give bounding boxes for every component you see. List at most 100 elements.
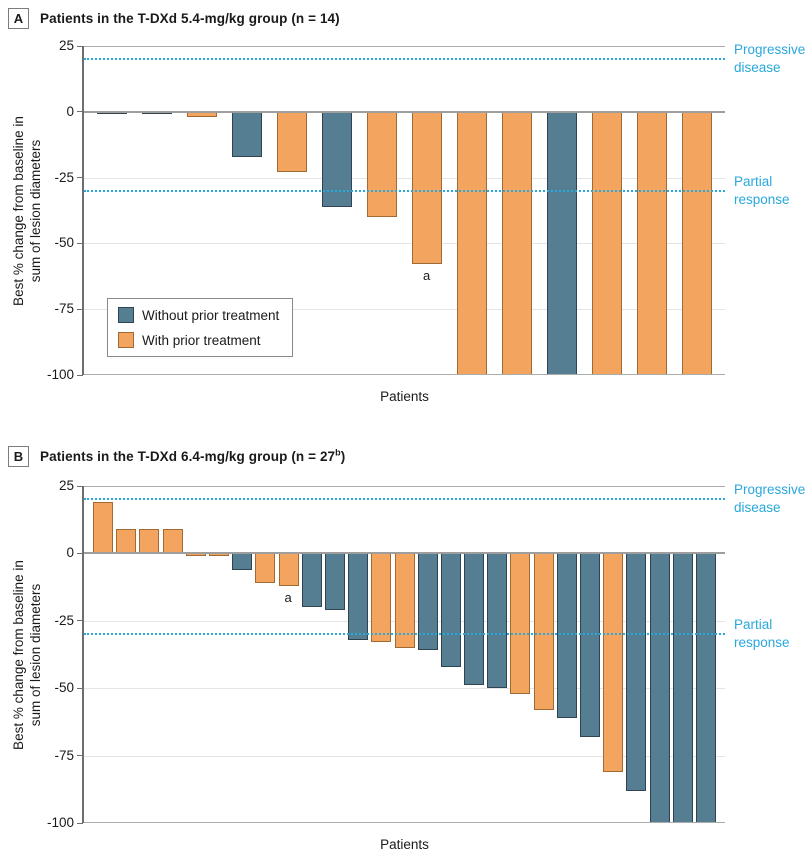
patient-bar [93,502,113,554]
panel-a-title-text: Patients in the T-DXd 5.4-mg/kg group (n… [40,11,336,26]
reference-line-label-line: disease [734,500,781,516]
reference-line-label-line: Progressive [734,42,806,58]
x-axis-label: Patients [380,389,429,404]
patient-bar [637,111,667,375]
y-tick-label: -50 [54,235,74,251]
patient-bar [324,553,345,610]
patient-bar [672,553,693,823]
patient-bar [440,553,461,667]
annotation-marker: a [423,268,431,284]
plot-area-panel-a: 25 0 -25 -50 -75 -100 a Progressive disease Parti… [11,38,805,404]
annotation-marker: a [284,589,292,605]
reference-line [84,633,725,636]
patient-bar [464,553,485,686]
patient-bar [556,553,577,718]
frame-line-top [84,46,725,47]
y-axis-line [82,486,84,823]
panel-a-header: A Patients in the T-DXd 5.4-mg/kg group … [8,8,340,29]
patient-bar [255,553,276,584]
panel-b-header: B Patients in the T-DXd 6.4-mg/kg group … [8,446,345,467]
legend-item: With prior treatment [118,332,280,348]
patient-bar [278,553,299,586]
patient-bar [232,553,253,570]
gridline [84,243,725,245]
y-tick-label: -50 [54,680,74,696]
gridline [84,755,725,757]
reference-line-label: Progressive disease [734,481,805,517]
panel-b-title-superscript: b [335,447,341,458]
reference-line [84,58,725,61]
patient-bar [322,111,352,207]
reference-line [84,498,725,501]
reference-line-label-line: response [734,635,790,651]
y-tick-mark [77,755,83,757]
y-axis-label-line: sum of lesion diameters [28,139,43,282]
reference-line-label-line: Partial [734,173,773,189]
legend-label: With prior treatment [142,332,261,348]
frame-line-bottom [84,374,725,375]
patient-bar [649,553,670,823]
reference-line-label-line: Progressive [734,482,806,498]
y-tick-label: -75 [54,301,74,317]
patient-bar [533,553,554,710]
frame-line-bottom [84,822,725,823]
y-tick-label: 0 [66,103,74,119]
y-tick-mark [77,177,83,179]
patient-bar [371,553,392,643]
x-axis-label: Patients [380,837,429,852]
gridline [84,688,725,690]
gridline [84,309,725,311]
y-tick-mark [77,242,83,244]
patient-bar [116,529,137,554]
patient-bar [139,529,160,554]
reference-line-label-line: response [734,191,790,207]
y-tick-mark [77,687,83,689]
patient-bar [510,553,531,694]
y-tick-mark [77,111,83,113]
patient-bar [348,553,369,640]
gridline [84,177,725,179]
y-tick-label: -100 [46,815,74,830]
patient-bar [502,111,532,375]
y-tick-label: 25 [58,38,74,53]
patient-bar [162,529,183,554]
patient-bar [412,111,442,265]
patient-bar [232,111,262,157]
patient-bar [603,553,624,772]
patient-bar [367,111,397,218]
panel-b-letter: B [8,446,29,467]
y-tick-mark [77,308,83,310]
reference-line-label-line: disease [734,60,781,76]
y-axis-label: Best % change from baseline in sum of les… [10,61,44,361]
reference-line-label: Progressive disease [734,41,805,77]
patient-bar [277,111,307,173]
reference-line [84,189,725,192]
legend: Without prior treatment With prior treatm… [107,298,293,357]
y-tick-label: -100 [46,367,74,382]
panel-a-title: Patients in the T-DXd 5.4-mg/kg group (n… [40,11,340,26]
patient-bar [626,553,647,791]
patient-bar [682,111,712,375]
y-tick-label: 25 [58,478,74,493]
panel-a-letter: A [8,8,29,29]
patient-bar [547,111,577,375]
reference-line-label-line: Partial [734,617,773,633]
y-axis-label-line: Best % change from baseline in [11,115,26,306]
legend-swatch-without [118,307,134,323]
y-tick-mark [77,552,83,554]
patient-bar [696,553,716,823]
zero-line [84,552,725,555]
y-tick-mark [77,485,83,487]
y-axis-line [82,46,84,375]
panel-b-title-text: Patients in the T-DXd 6.4-mg/kg group (n… [40,449,336,464]
y-tick-label: 0 [66,545,74,561]
legend-label: Without prior treatment [142,307,280,323]
y-tick-label: -25 [54,169,74,185]
patient-bar [457,111,487,375]
reference-line-label: Partial response [734,616,790,652]
patient-bar [417,553,438,651]
frame-line-top [84,486,725,487]
y-axis-label-line: Best % change from baseline in [11,559,26,750]
legend-item: Without prior treatment [118,307,280,323]
